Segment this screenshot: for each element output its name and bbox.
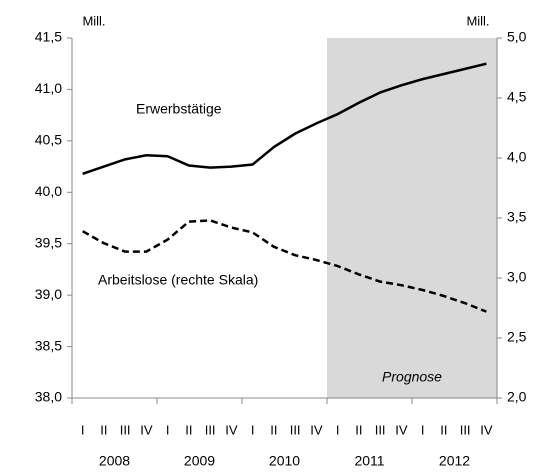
x-tick-label: II <box>270 422 277 437</box>
series-line <box>82 219 487 313</box>
x-tick-label: II <box>440 422 447 437</box>
y-tick-label: 38,0 <box>35 389 62 405</box>
x-tick-label: IV <box>310 422 323 437</box>
x-tick-label: II <box>185 422 192 437</box>
y-tick-label: 40,5 <box>35 132 62 148</box>
x-tick-label: III <box>205 422 216 437</box>
x-tick-label: IV <box>225 422 238 437</box>
x-tick-label: I <box>166 422 170 437</box>
y2-tick-label: 5,0 <box>507 29 527 45</box>
year-label: 2011 <box>354 453 384 469</box>
y-tick-label: 41,5 <box>35 29 62 45</box>
x-tick-label: III <box>460 422 471 437</box>
x-tick-label: II <box>100 422 107 437</box>
x-tick-label: I <box>336 422 340 437</box>
x-tick-label: III <box>290 422 301 437</box>
y-tick-label: 39,0 <box>35 286 62 302</box>
year-label: 2012 <box>439 453 470 469</box>
forecast-area <box>327 38 497 398</box>
y2-tick-label: 2,5 <box>507 329 527 345</box>
y2-tick-label: 4,5 <box>507 89 527 105</box>
x-tick-label: I <box>421 422 425 437</box>
x-tick-label: IV <box>395 422 408 437</box>
y-tick-label: 41,0 <box>35 80 62 96</box>
y2-tick-label: 3,0 <box>507 269 527 285</box>
y-unit: Mill. <box>82 13 105 28</box>
x-tick-label: IV <box>140 422 153 437</box>
year-label: 2010 <box>269 453 300 469</box>
y2-tick-label: 3,5 <box>507 209 527 225</box>
series-label: Arbeitslose (rechte Skala) <box>98 272 258 288</box>
y2-tick-label: 2,0 <box>507 389 527 405</box>
x-tick-label: IV <box>480 422 493 437</box>
x-tick-label: I <box>81 422 85 437</box>
y2-unit: Mill. <box>466 13 489 28</box>
y-tick-label: 39,5 <box>35 234 62 250</box>
y-tick-label: 38,5 <box>35 337 62 353</box>
y2-tick-label: 4,0 <box>507 149 527 165</box>
y-tick-label: 40,0 <box>35 183 62 199</box>
year-label: 2009 <box>184 453 215 469</box>
x-tick-label: III <box>120 422 131 437</box>
x-tick-label: I <box>251 422 255 437</box>
x-tick-label: II <box>355 422 362 437</box>
series-line <box>82 62 487 175</box>
x-tick-label: III <box>375 422 386 437</box>
forecast-label: Prognose <box>382 369 442 385</box>
year-label: 2008 <box>99 453 130 469</box>
series-label: Erwerbstätige <box>136 101 222 117</box>
